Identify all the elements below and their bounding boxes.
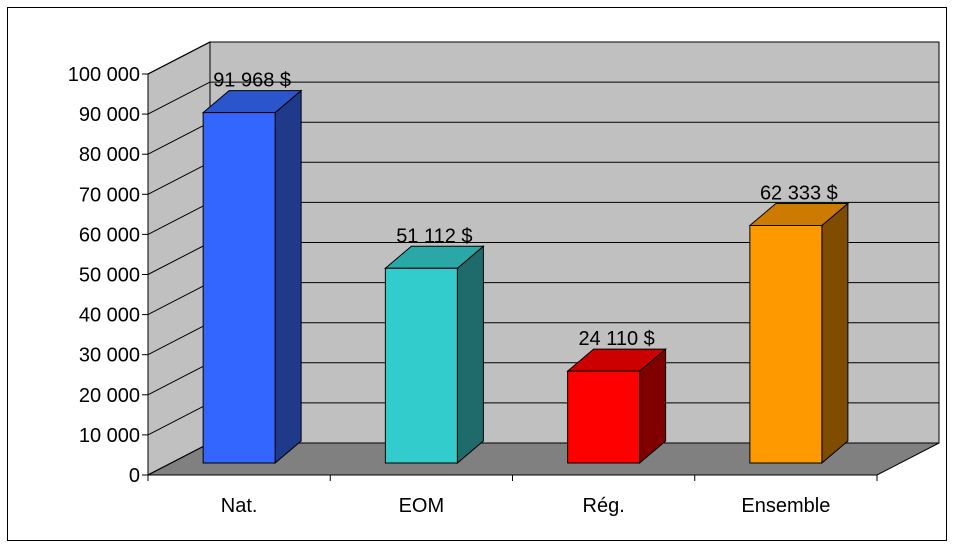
x-tick-label: EOM [399,495,445,517]
bar [566,348,667,465]
bar [748,202,850,465]
y-tick-label: 30 000 [79,345,140,367]
x-tick-label: Rég. [583,495,625,517]
gridline-side [147,81,211,115]
gridline-side [147,322,211,356]
x-tick-label: Ensemble [741,495,830,517]
y-tick-label: 90 000 [79,104,140,126]
data-labels: 91 968 $ 51 112 $ 24 110 $ 62 333 $ [213,70,838,351]
gridline-side [147,242,211,275]
data-label: 91 968 $ [213,70,291,92]
data-label: 51 112 $ [396,225,472,247]
y-tick-label: 40 000 [79,305,140,327]
y-tick-label: 100 000 [68,64,140,86]
gridline-side [147,161,211,195]
y-tick-label: 10 000 [79,425,140,447]
bar-side [456,245,484,465]
y-tick-label: 70 000 [79,184,140,206]
bar-side [274,89,302,465]
gridline-side [147,41,211,75]
bar-front [202,112,276,464]
y-tick-label: 80 000 [79,144,140,166]
gridline-side [147,201,211,235]
gridline-side [147,362,211,396]
y-tick-label: 50 000 [79,265,140,287]
x-tick-label: Nat. [221,495,258,517]
y-tick-label: 20 000 [79,385,140,407]
bar-front [567,370,641,464]
gridline-side [147,282,211,316]
y-axis-ticks: 0 10 000 20 000 30 000 40 000 50 000 60 000 70 … [68,64,148,487]
data-label: 62 333 $ [760,183,838,205]
data-label: 24 110 $ [578,328,654,350]
bar-front [749,225,823,464]
y-tick-label: 60 000 [79,224,140,246]
bars [201,89,850,465]
bar [384,245,485,465]
gridline-side [147,121,211,155]
bar-front [384,267,458,464]
bar [201,89,303,465]
bar-side [821,202,849,465]
gridline-side [147,402,211,436]
x-axis-ticks: Nat. EOM Rég. Ensemble [147,475,878,517]
y-tick-label: 0 [129,465,140,487]
